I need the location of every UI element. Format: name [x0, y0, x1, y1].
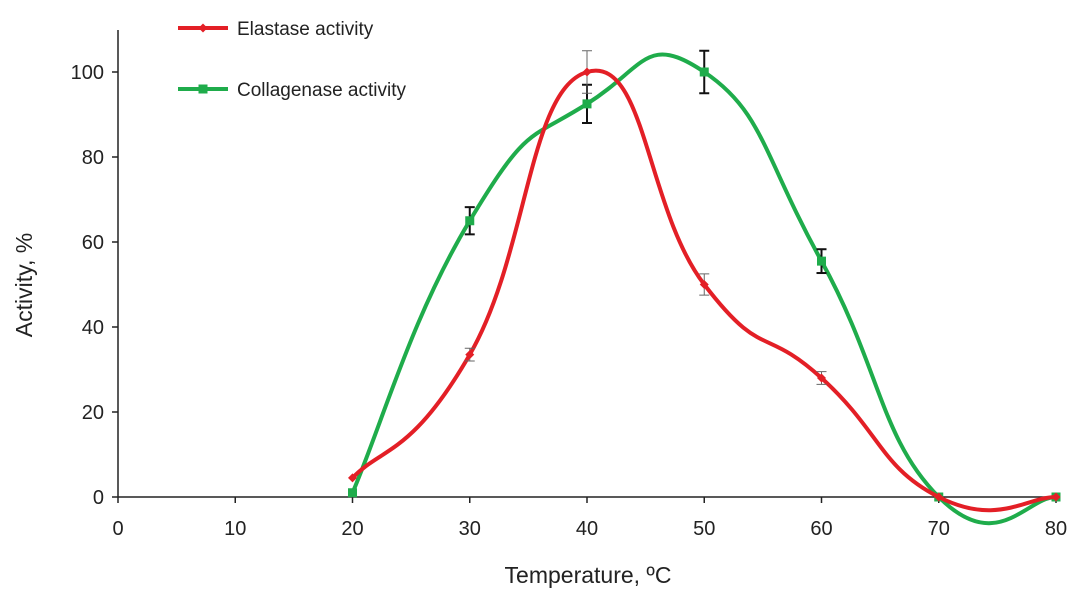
x-tick-label: 60 — [810, 518, 832, 540]
elastase-point — [465, 350, 475, 360]
legend: Elastase activity Collagenase activity — [178, 19, 406, 101]
y-tick-label: 60 — [82, 232, 104, 254]
x-tick-label: 70 — [928, 518, 950, 540]
legend-item-elastase: Elastase activity — [178, 19, 374, 40]
collagenase-point — [582, 99, 592, 109]
legend-swatch-marker — [198, 84, 208, 94]
x-tick-label: 0 — [112, 518, 123, 540]
x-tick-label: 30 — [459, 518, 481, 540]
series-layer — [348, 49, 1061, 526]
elastase-point — [1051, 492, 1061, 502]
x-tick-label: 10 — [224, 518, 246, 540]
y-tick-label: 100 — [71, 62, 104, 84]
legend-label: Elastase activity — [237, 19, 374, 40]
x-tick-label: 20 — [341, 518, 363, 540]
y-tick-label: 20 — [82, 402, 104, 424]
y-tick-label: 80 — [82, 147, 104, 169]
x-tick-label: 40 — [576, 518, 598, 540]
x-axis-ticks: 0 10 20 30 40 50 60 70 80 — [112, 497, 1067, 540]
elastase-point — [699, 280, 709, 289]
collagenase-point — [699, 67, 709, 77]
elastase-point — [934, 492, 944, 502]
x-tick-label: 50 — [693, 518, 715, 540]
collagenase-point — [348, 488, 357, 498]
x-tick-label: 80 — [1045, 518, 1067, 540]
elastase-point — [348, 473, 357, 483]
elastase-point — [817, 373, 826, 383]
x-axis-title: Temperature, ºC — [505, 562, 672, 588]
legend-swatch-marker — [198, 23, 208, 33]
legend-item-collagenase: Collagenase activity — [178, 80, 406, 101]
collagenase-point — [465, 216, 475, 226]
y-tick-label: 40 — [82, 317, 104, 339]
legend-label: Collagenase activity — [237, 80, 406, 101]
elastase-line — [351, 68, 1057, 513]
collagenase-point — [817, 256, 826, 266]
y-tick-label: 0 — [93, 487, 104, 509]
elastase-point — [582, 67, 592, 77]
y-axis-ticks: 0 20 40 60 80 100 — [71, 62, 118, 509]
y-axis-title: Activity, % — [11, 233, 37, 337]
series-elastase — [348, 50, 1061, 513]
